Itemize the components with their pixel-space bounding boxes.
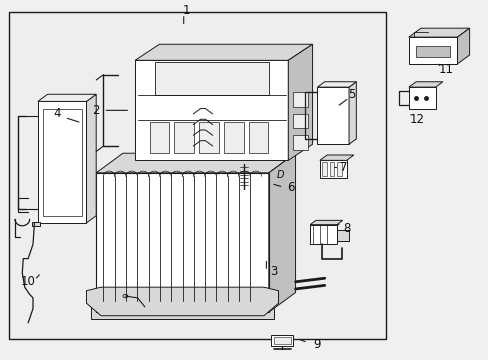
Bar (336, 230, 348, 241)
Polygon shape (317, 82, 356, 87)
Bar (271, 336, 292, 346)
Text: 8: 8 (342, 222, 349, 235)
Bar (292, 93, 307, 107)
Bar (135, 60, 287, 160)
Polygon shape (268, 153, 295, 312)
Polygon shape (86, 94, 96, 223)
Text: 9: 9 (313, 338, 321, 351)
Text: 3: 3 (269, 265, 277, 278)
Bar (96, 173, 268, 312)
Bar (273, 337, 290, 344)
Polygon shape (317, 87, 348, 144)
Polygon shape (309, 220, 342, 225)
Text: 12: 12 (409, 113, 424, 126)
Polygon shape (38, 94, 96, 102)
Bar (329, 162, 334, 176)
Bar (31, 222, 40, 226)
Bar (408, 37, 457, 64)
Polygon shape (96, 153, 295, 173)
Text: 4: 4 (54, 107, 61, 120)
Polygon shape (287, 44, 312, 160)
Bar (408, 87, 435, 109)
Bar (42, 109, 81, 216)
Polygon shape (135, 44, 312, 60)
Bar (336, 162, 341, 176)
Polygon shape (91, 298, 273, 319)
Polygon shape (457, 28, 468, 64)
Polygon shape (174, 122, 194, 153)
Polygon shape (348, 82, 356, 144)
Bar (96, 173, 268, 312)
Bar (9, 12, 385, 339)
Polygon shape (149, 122, 169, 153)
Polygon shape (408, 28, 468, 37)
Polygon shape (199, 122, 218, 153)
Text: 5: 5 (347, 88, 354, 101)
Bar (319, 160, 346, 178)
Polygon shape (319, 155, 353, 160)
Bar (292, 114, 307, 128)
Polygon shape (248, 122, 268, 153)
Text: 1: 1 (182, 4, 189, 17)
Bar (154, 62, 268, 95)
Text: 7: 7 (340, 161, 347, 174)
Bar (309, 225, 336, 244)
Text: D: D (277, 170, 284, 180)
Polygon shape (408, 82, 442, 87)
Polygon shape (86, 287, 278, 316)
Text: 10: 10 (20, 275, 36, 288)
Text: 11: 11 (438, 63, 453, 76)
Bar (415, 46, 449, 57)
Polygon shape (224, 122, 243, 153)
Text: 6: 6 (286, 181, 294, 194)
Bar (322, 162, 326, 176)
Bar (38, 102, 86, 223)
Text: 2: 2 (92, 104, 100, 117)
Bar (292, 135, 307, 150)
